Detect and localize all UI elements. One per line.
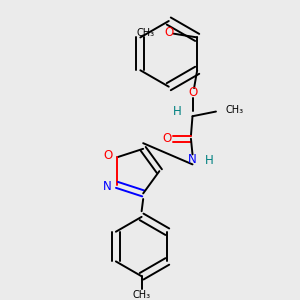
Text: CH₃: CH₃ bbox=[225, 105, 244, 115]
Text: H: H bbox=[204, 154, 213, 167]
Text: N: N bbox=[188, 153, 197, 166]
Text: O: O bbox=[163, 132, 172, 145]
Text: CH₃: CH₃ bbox=[136, 28, 155, 38]
Text: N: N bbox=[103, 180, 112, 193]
Text: O: O bbox=[164, 26, 174, 39]
Text: H: H bbox=[172, 105, 181, 118]
Text: O: O bbox=[103, 149, 113, 162]
Text: CH₃: CH₃ bbox=[133, 290, 151, 300]
Text: O: O bbox=[188, 86, 197, 99]
